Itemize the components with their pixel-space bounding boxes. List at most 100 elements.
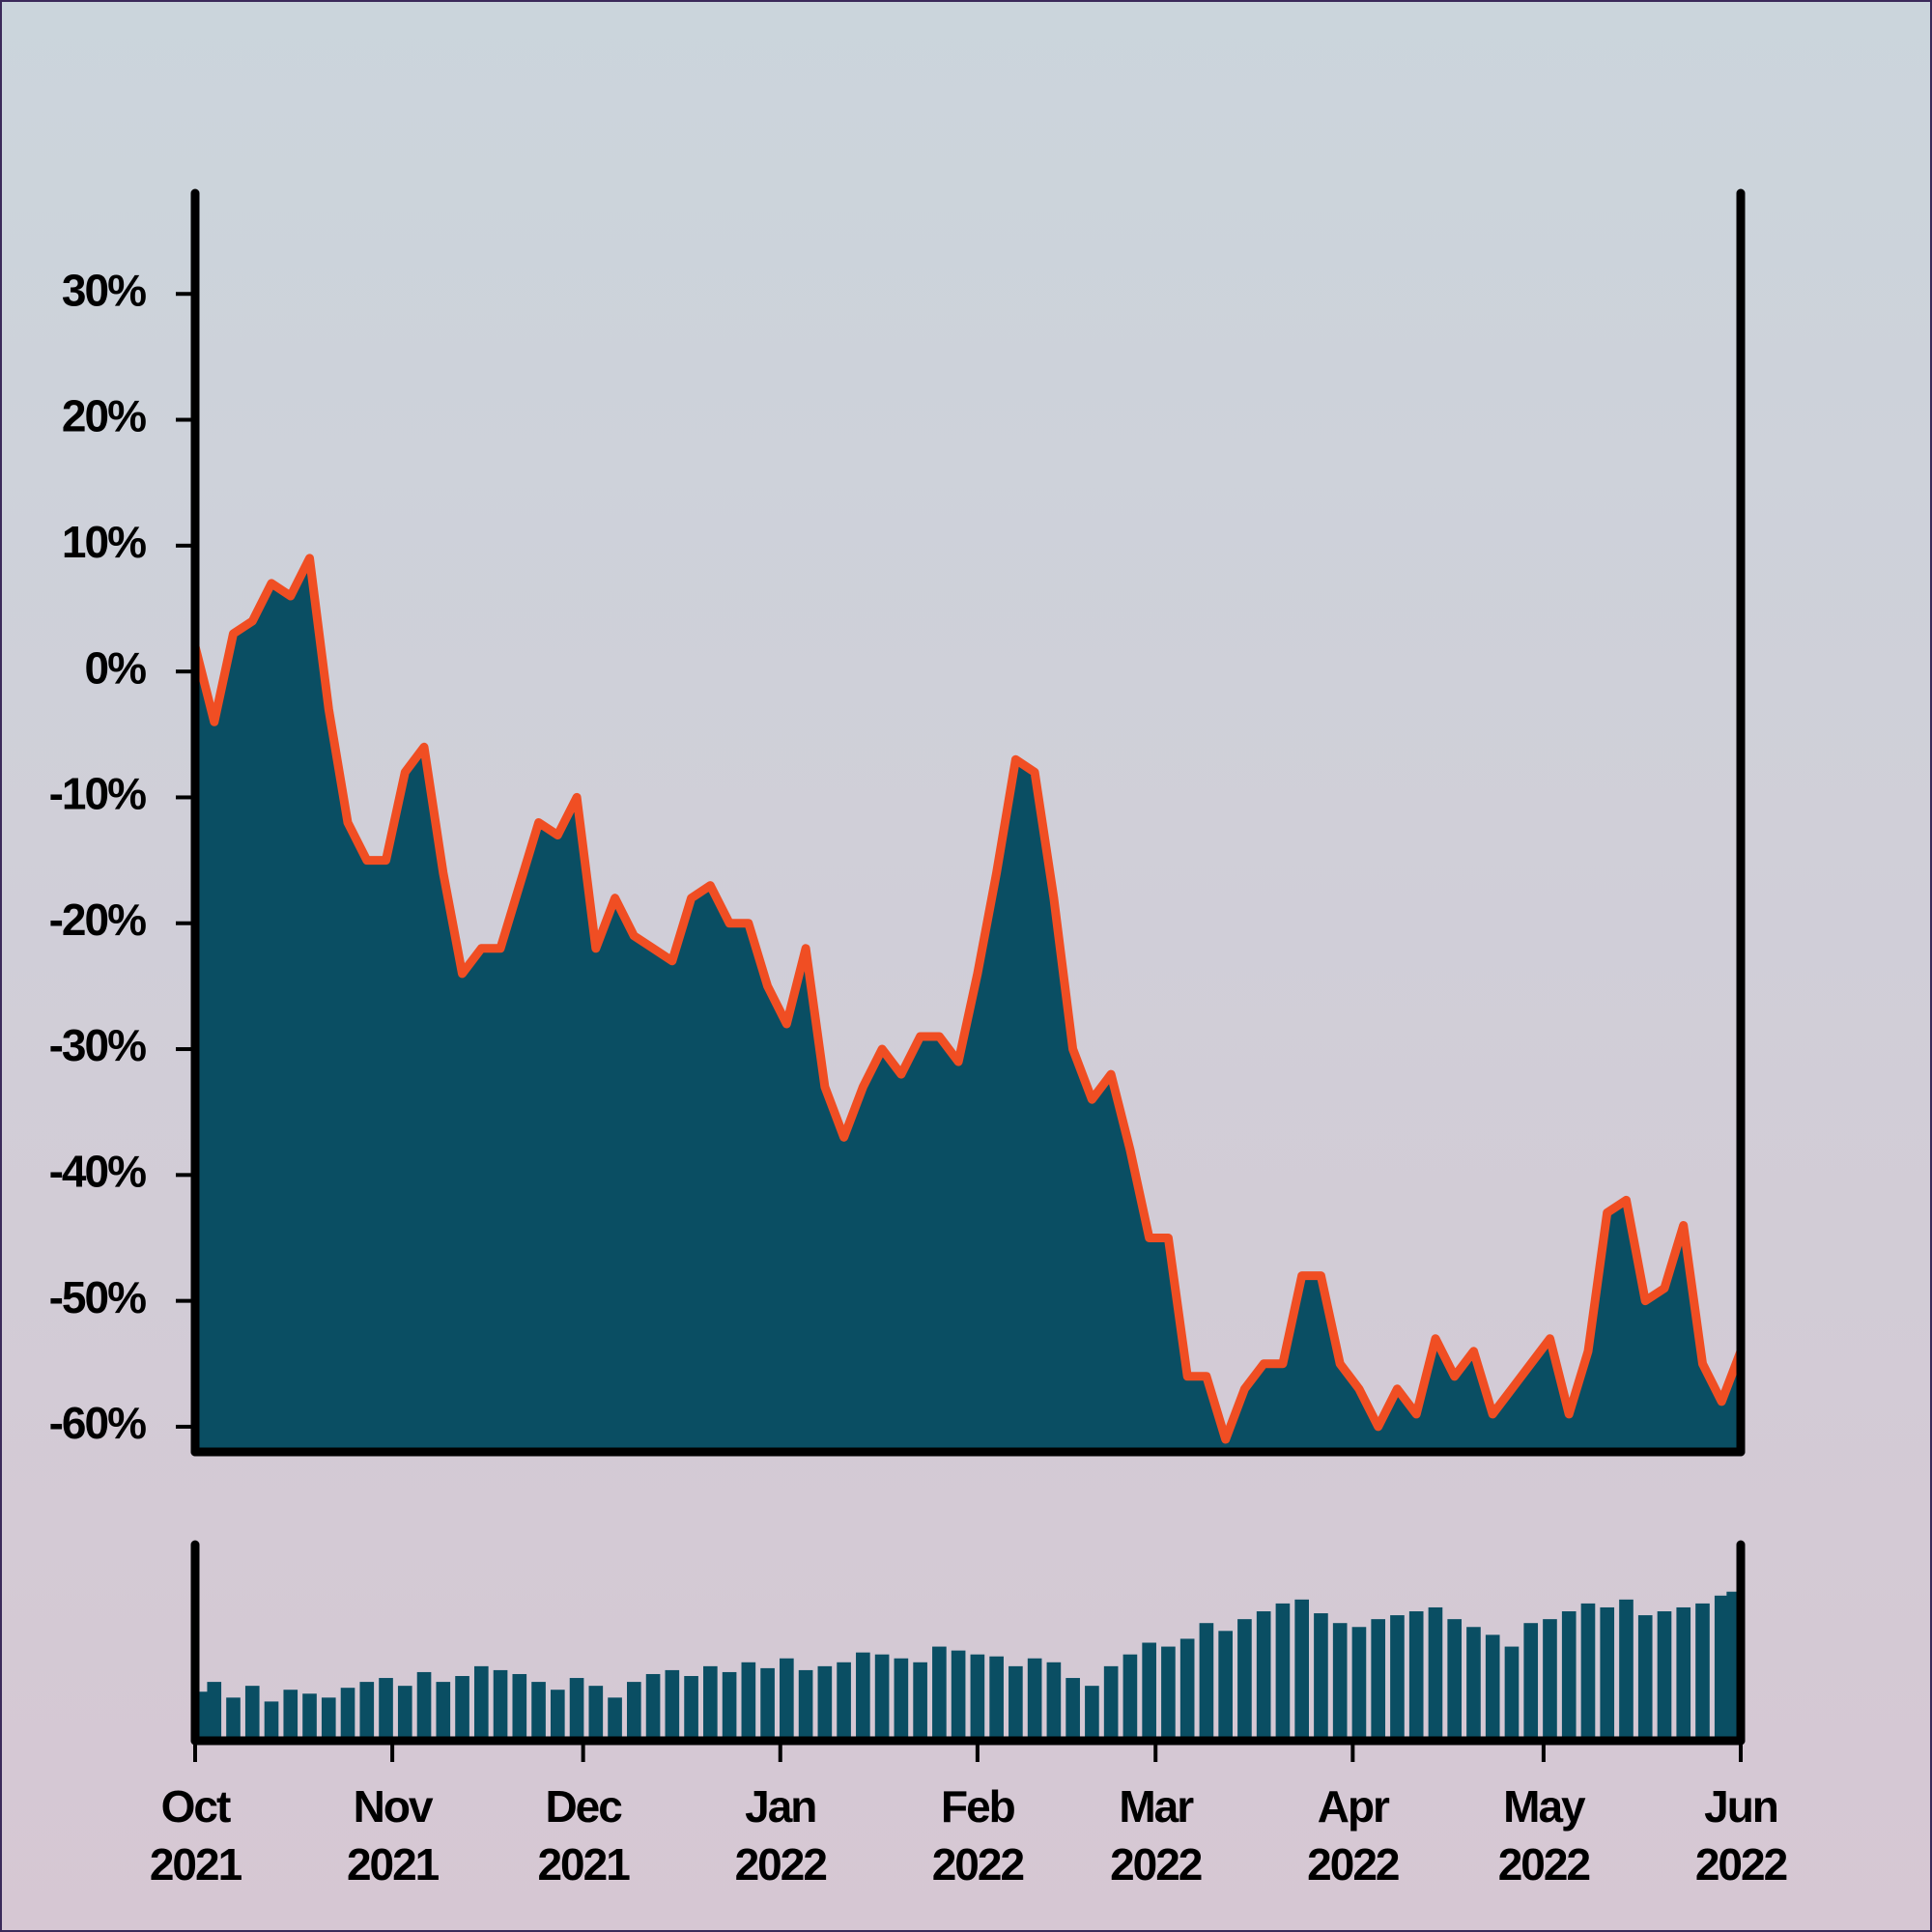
bar (1504, 1646, 1520, 1741)
bar (1695, 1603, 1710, 1741)
bar (1256, 1611, 1271, 1741)
bar (645, 1673, 661, 1741)
bar (1371, 1619, 1386, 1741)
bar (1332, 1623, 1348, 1741)
x-tick-label: Mar 2022 (1110, 1781, 1203, 1889)
bar (1466, 1627, 1481, 1741)
bar (1218, 1631, 1233, 1741)
y-tick-label: -50% (49, 1272, 146, 1322)
bar (913, 1662, 927, 1741)
bar (436, 1682, 451, 1741)
y-tick-label: -40% (49, 1146, 146, 1196)
bar (627, 1682, 641, 1741)
bar (1561, 1611, 1577, 1741)
x-tick-label: May 2022 (1497, 1781, 1591, 1889)
bar (874, 1654, 890, 1741)
bar (1637, 1615, 1653, 1741)
bar (1046, 1662, 1062, 1741)
line (190, 554, 1746, 1444)
bar (1237, 1619, 1252, 1741)
y-tick-label: 0% (85, 642, 147, 693)
bar (1065, 1678, 1080, 1741)
bar (1714, 1595, 1729, 1741)
bar (932, 1646, 947, 1741)
bar (703, 1665, 718, 1741)
bar (1027, 1658, 1042, 1741)
bar (760, 1667, 775, 1741)
bar (569, 1678, 584, 1741)
y-tick-label: -20% (49, 895, 146, 945)
bar (1485, 1634, 1500, 1741)
area (195, 557, 1741, 1452)
bar (473, 1665, 489, 1741)
bar (321, 1697, 336, 1741)
bar (1294, 1599, 1309, 1741)
bar (550, 1690, 565, 1741)
bar (1619, 1599, 1634, 1741)
y-tick-label: -30% (49, 1020, 146, 1070)
bar (531, 1682, 546, 1741)
bar (1103, 1665, 1119, 1741)
x-tick-label: Dec 2021 (537, 1781, 630, 1889)
bar (512, 1673, 527, 1741)
bar (1428, 1606, 1443, 1741)
bar (1390, 1615, 1405, 1741)
bar (302, 1693, 317, 1741)
bar (1580, 1603, 1596, 1741)
bar (1161, 1646, 1176, 1741)
bar (283, 1690, 298, 1741)
bar (837, 1662, 851, 1741)
bar (244, 1686, 260, 1741)
bar (665, 1669, 680, 1741)
bar (1523, 1623, 1539, 1741)
bar (1447, 1619, 1463, 1741)
bar (1600, 1606, 1615, 1741)
x-tick-label: Nov 2021 (346, 1781, 440, 1889)
bar (359, 1682, 375, 1741)
bar (1142, 1642, 1156, 1741)
x-tick-label: Jan 2022 (734, 1781, 828, 1889)
bar (588, 1686, 604, 1741)
bar (1009, 1665, 1023, 1741)
bar (1676, 1606, 1691, 1741)
bar (817, 1665, 833, 1741)
bar (1122, 1654, 1138, 1741)
bar (608, 1697, 622, 1741)
bar (379, 1678, 393, 1741)
x-tick-label: Jun 2022 (1694, 1781, 1788, 1889)
bar (798, 1669, 813, 1741)
bar (264, 1701, 279, 1741)
bar (1314, 1613, 1328, 1741)
bar (1085, 1686, 1099, 1741)
bar (722, 1671, 737, 1741)
y-tick-label: 30% (62, 265, 146, 315)
bar (340, 1688, 355, 1741)
x-tick-label: Feb 2022 (931, 1781, 1025, 1889)
y-tick-label: 10% (62, 517, 146, 567)
y-tick-label: -10% (49, 769, 146, 819)
bar (989, 1656, 1004, 1741)
y-tick-label: 20% (62, 391, 146, 441)
bar (856, 1652, 870, 1741)
bar (397, 1686, 412, 1741)
bar (1408, 1611, 1424, 1741)
bar (1275, 1603, 1291, 1741)
bar (780, 1658, 794, 1741)
bar (207, 1682, 222, 1741)
x-tick-label: Apr 2022 (1307, 1781, 1400, 1889)
bar (894, 1658, 909, 1741)
bar (970, 1654, 985, 1741)
bar (226, 1697, 241, 1741)
bar (741, 1662, 756, 1741)
x-tick-label: Oct 2021 (149, 1781, 242, 1889)
bar (1657, 1611, 1672, 1741)
y-tick-label: -60% (49, 1398, 146, 1448)
bar (684, 1676, 698, 1741)
bar (455, 1676, 469, 1741)
bar (1179, 1638, 1195, 1741)
bar (493, 1669, 508, 1741)
bar (951, 1650, 966, 1741)
bar (1351, 1627, 1367, 1741)
